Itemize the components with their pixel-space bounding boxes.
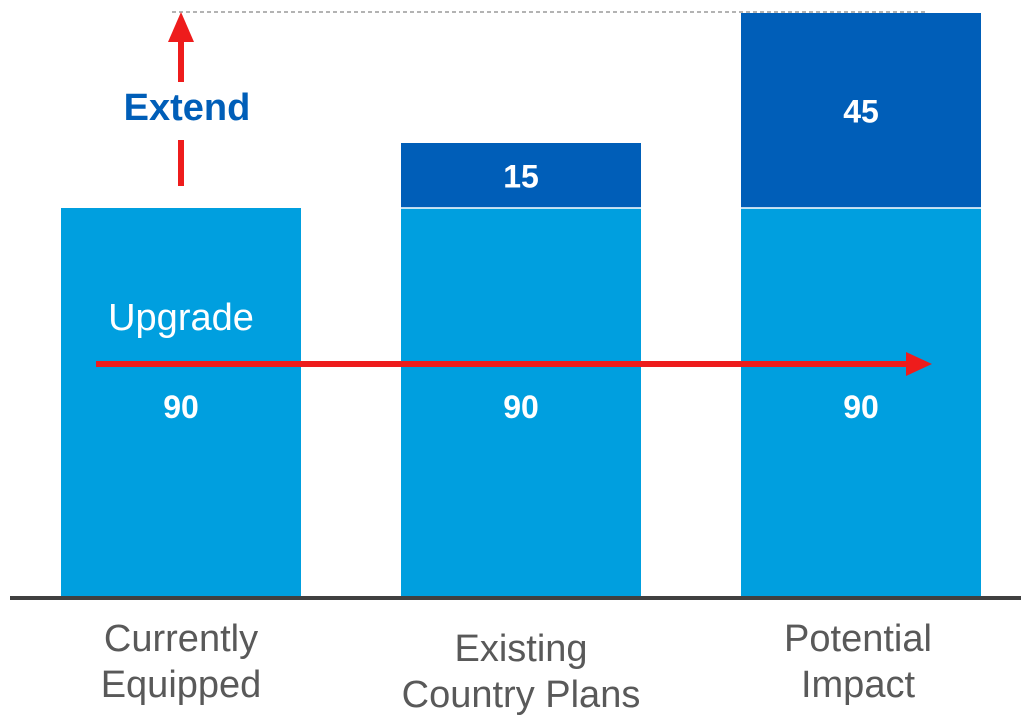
category-label-potential-impact: Potential Impact [728, 616, 988, 708]
category-line: Country Plans [401, 674, 641, 716]
bar-segment-1-2 [741, 13, 981, 208]
category-line: Equipped [100, 664, 262, 706]
data-label: 90 [163, 389, 199, 425]
category-line: Impact [800, 664, 916, 706]
upgrade-arrow-head [906, 352, 932, 376]
data-label: 15 [503, 159, 539, 195]
upgrade-arrow [96, 352, 932, 376]
data-label: 45 [843, 94, 879, 130]
bar-segment-0-1 [401, 208, 641, 598]
upgrade-label: Upgrade [108, 297, 254, 339]
category-line: Existing [454, 628, 588, 670]
extend-label: Extend [124, 87, 251, 129]
category-line: Currently [103, 618, 259, 660]
extend-arrow [168, 12, 194, 186]
bar-segment-1-1 [401, 143, 641, 208]
category-label-currently-equipped: Currently Equipped [51, 616, 311, 708]
extend-arrow-head [168, 12, 194, 42]
bar-segment-0-2 [741, 208, 981, 598]
category-line: Potential [784, 618, 932, 660]
bar-segment-0-0 [61, 208, 301, 598]
bars-group [61, 13, 981, 598]
category-label-existing-country-plans: Existing Country Plans [391, 626, 651, 718]
data-label: 90 [843, 389, 879, 425]
data-label: 90 [503, 389, 539, 425]
value-labels-group: 90 90 15 90 45 [163, 94, 879, 426]
